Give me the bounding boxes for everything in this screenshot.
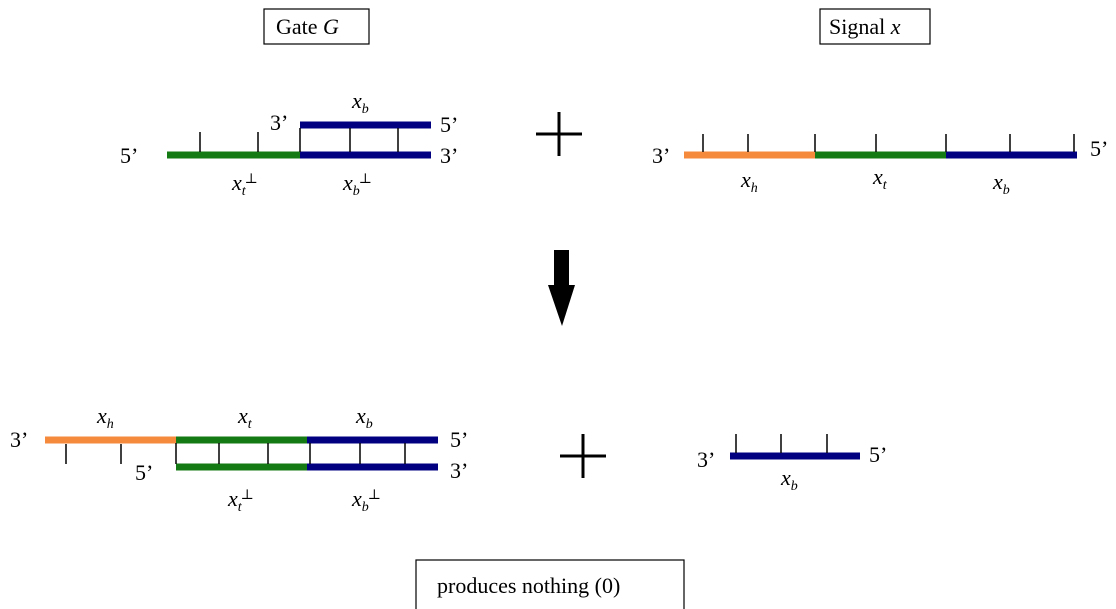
product-complex: 3’ 5’ 5’ 3’ xh xt xb xt⊥ xb⊥ xyxy=(10,403,468,515)
product-bottom-5prime: 5’ xyxy=(135,460,153,485)
gate-top-5prime: 5’ xyxy=(440,112,458,137)
signal-3prime: 3’ xyxy=(652,143,670,168)
released-5prime: 5’ xyxy=(869,442,887,467)
gate-title-box: Gate G xyxy=(263,8,370,45)
gate-bottom-5prime: 5’ xyxy=(120,143,138,168)
result-text: produces nothing (0) xyxy=(437,573,620,598)
signal-label-xh: xh xyxy=(740,167,758,196)
signal-strand: 3’ 5’ xh xt xb xyxy=(652,134,1108,198)
gate-top-3prime: 3’ xyxy=(270,110,288,135)
result-box: produces nothing (0) xyxy=(415,559,685,609)
gate-label-xb-perp: xb⊥ xyxy=(342,170,372,199)
product-label-xb-perp: xb⊥ xyxy=(351,486,381,515)
signal-label-xb: xb xyxy=(992,169,1010,198)
released-3prime: 3’ xyxy=(697,447,715,472)
product-top-5prime: 5’ xyxy=(450,427,468,452)
plus-icon-top xyxy=(536,112,582,156)
gate-bottom-3prime: 3’ xyxy=(440,143,458,168)
signal-5prime: 5’ xyxy=(1090,136,1108,161)
signal-title-box: Signal x xyxy=(819,8,931,45)
gate-complex: 5’ 3’ 5’ 3’ xb xt⊥ xb⊥ xyxy=(120,88,458,199)
gate-label-xb: xb xyxy=(351,88,369,117)
signal-title: Signal x xyxy=(829,14,901,39)
product-label-xh: xh xyxy=(96,403,114,432)
gate-label-xt-perp: xt⊥ xyxy=(231,170,258,199)
released-strand-xb: 3’ 5’ xb xyxy=(697,434,887,494)
gate-title: Gate G xyxy=(276,14,339,39)
product-label-xt: xt xyxy=(237,403,253,432)
signal-label-xt: xt xyxy=(872,164,888,193)
product-label-xt-perp: xt⊥ xyxy=(227,486,254,515)
released-label-xb: xb xyxy=(780,465,798,494)
reaction-arrow-icon xyxy=(548,250,575,326)
product-label-xb: xb xyxy=(355,403,373,432)
product-top-3prime: 3’ xyxy=(10,427,28,452)
product-bottom-3prime: 3’ xyxy=(450,458,468,483)
plus-icon-bottom xyxy=(560,434,606,478)
